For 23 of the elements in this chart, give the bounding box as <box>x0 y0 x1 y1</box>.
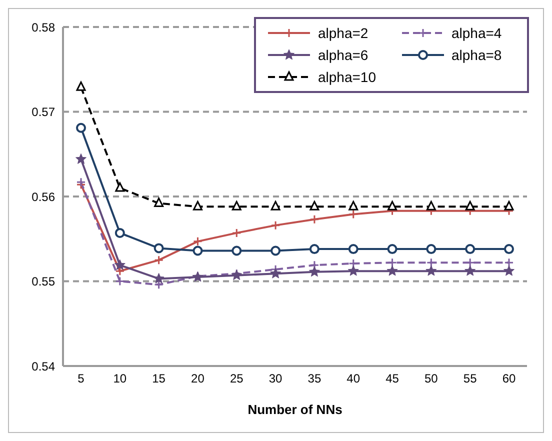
x-tick-label: 50 <box>424 372 438 386</box>
x-tick-label: 15 <box>152 372 166 386</box>
x-tick-label: 40 <box>346 372 360 386</box>
x-tick-label: 45 <box>386 372 400 386</box>
x-tick-label: 30 <box>268 372 283 386</box>
y-tick-label: 0.54 <box>32 359 56 374</box>
y-tick-label: 0.55 <box>32 274 56 289</box>
legend-label: alpha=4 <box>452 25 502 41</box>
x-tick-label: 55 <box>463 372 478 386</box>
y-tick-label: 0.57 <box>32 105 56 120</box>
x-tick-label: 10 <box>113 372 127 386</box>
legend-label: alpha=6 <box>318 47 368 63</box>
x-axis-title: Number of NNs <box>248 402 342 417</box>
legend-label: alpha=8 <box>452 47 502 63</box>
x-tick-label: 25 <box>230 372 244 386</box>
x-tick-label: 60 <box>502 372 516 386</box>
x-tick-label: 35 <box>308 372 322 386</box>
x-tick-label: 5 <box>78 372 85 386</box>
y-tick-label: 0.58 <box>32 20 56 34</box>
legend-label: alpha=10 <box>318 69 376 85</box>
y-tick-label: 0.56 <box>32 190 56 204</box>
x-tick-label: 20 <box>191 372 205 386</box>
legend-label: alpha=2 <box>318 25 368 41</box>
